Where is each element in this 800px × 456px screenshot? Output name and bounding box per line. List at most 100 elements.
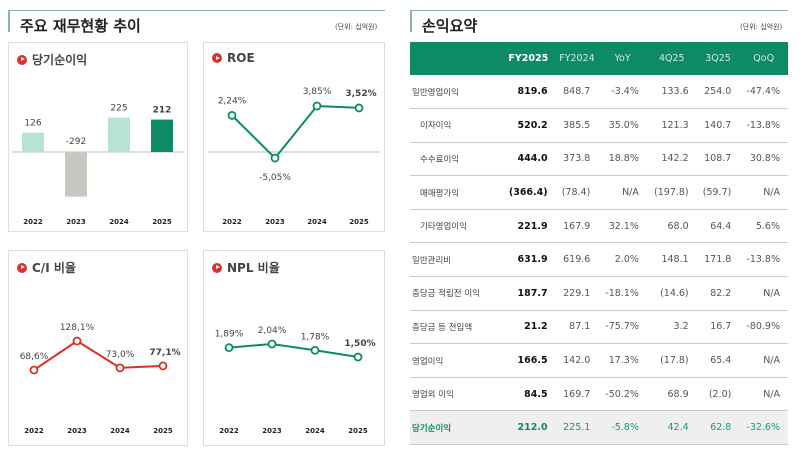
data-label: 1,89% [215, 330, 244, 340]
table-cell: N/A [739, 276, 788, 311]
play-icon [17, 262, 27, 273]
row-label: 영업이익 [410, 343, 502, 378]
table-cell: 444.0 [501, 142, 556, 177]
table-row: 매매평가익 (366.4) (78.4) N/A (197.8) (59.7) N/A [410, 175, 788, 210]
table-cell: -18.1% [598, 276, 647, 311]
column-header: FY2025 [501, 42, 556, 75]
data-point [224, 343, 234, 353]
table-cell: 68.9 [646, 377, 697, 412]
table-cell: 42.4 [646, 410, 697, 446]
year-label: 2025 [349, 218, 369, 226]
column-header: YoY [598, 42, 647, 75]
data-point [29, 365, 39, 375]
data-point [312, 101, 322, 111]
table-cell: 16.7 [696, 310, 740, 345]
row-label: 영업외 이익 [410, 377, 502, 412]
data-label: -292 [66, 137, 86, 147]
table-row: 수수료이익 444.0 373.8 18.8% 142.2 108.7 30.8% [410, 142, 788, 177]
table-row: 충당금 등 전입액 21.2 87.1 -75.7% 3.2 16.7 -80.9% [410, 310, 788, 345]
table-cell: 84.5 [501, 377, 556, 412]
year-label: 2024 [305, 427, 325, 435]
income-summary-table: FY2025 FY2024 YoY 4Q25 3Q25 QoQ 일반영업이익 819.6 84… [410, 42, 788, 446]
table-cell: 87.1 [555, 310, 599, 345]
data-label: 2,24% [218, 96, 247, 106]
table-cell: N/A [739, 343, 788, 378]
data-label: 212 [153, 106, 172, 116]
table-cell: 142.0 [555, 343, 599, 378]
year-label: 2023 [265, 218, 285, 226]
table-cell: 62.8 [696, 410, 740, 446]
year-label: 2025 [348, 427, 368, 435]
table-cell: 221.9 [501, 209, 556, 244]
table-cell: -13.8% [739, 108, 788, 143]
year-label: 2022 [219, 427, 239, 435]
data-point [227, 111, 237, 120]
table-cell: 619.6 [555, 242, 599, 278]
card-title: C/I 비율 [32, 261, 76, 275]
data-point [115, 363, 125, 373]
table-cell: (17.8) [646, 343, 697, 378]
series-line [33, 339, 164, 371]
table-cell: (59.7) [696, 175, 740, 210]
table-cell: 212.0 [501, 410, 556, 446]
table-row: 당기순이익 212.0 225.1 -5.8% 42.4 62.8 -32.6% [410, 410, 788, 446]
table-cell: -47.4% [739, 75, 788, 110]
data-label: 225 [110, 104, 127, 114]
left-unit-label: (단위: 십억원) [335, 23, 378, 31]
row-label: 일반관리비 [410, 242, 502, 278]
data-point [158, 361, 168, 371]
table-cell: 819.6 [501, 75, 556, 110]
year-label: 2023 [66, 218, 86, 226]
table-cell: 18.8% [598, 142, 647, 177]
table-cell: -5.8% [598, 410, 647, 446]
column-header: 3Q25 [696, 42, 740, 75]
table-cell: 142.2 [646, 142, 697, 177]
table-cell: -32.6% [739, 410, 788, 446]
table-cell: 169.7 [555, 377, 599, 412]
year-label: 2025 [152, 218, 172, 226]
table-cell: -13.8% [739, 242, 788, 278]
data-label: 128,1% [60, 323, 95, 333]
table-cell: 140.7 [696, 108, 740, 143]
table-cell: 385.5 [555, 108, 599, 143]
table-cell: (197.8) [646, 175, 697, 210]
table-cell: 167.9 [555, 209, 599, 244]
table-cell: N/A [739, 377, 788, 412]
row-label: 충당금 등 전입액 [410, 310, 502, 345]
card-title: NPL 비율 [227, 261, 280, 275]
table-cell: -75.7% [598, 310, 647, 345]
table-cell: 64.4 [696, 209, 740, 244]
column-header: QoQ [739, 42, 788, 75]
data-point [270, 153, 280, 163]
data-label: 2,04% [258, 326, 287, 336]
table-header-row: FY2025 FY2024 YoY 4Q25 3Q25 QoQ [410, 42, 788, 75]
table-cell: 5.6% [739, 209, 788, 244]
data-label: 3,85% [303, 87, 332, 97]
column-header: FY2024 [555, 42, 599, 75]
roe-card: ROE [203, 42, 385, 232]
table-cell: (78.4) [555, 175, 599, 210]
bar [65, 152, 87, 197]
table-cell: 3.2 [646, 310, 697, 345]
table-cell: 229.1 [555, 276, 599, 311]
left-section-title: 주요 재무현황 추이 [8, 10, 385, 35]
year-label: 2023 [67, 427, 87, 435]
data-label: 1,78% [301, 332, 330, 342]
data-point [310, 345, 320, 355]
data-label: 126 [24, 119, 41, 129]
row-label: 이자이익 [410, 108, 502, 143]
year-label: 2024 [307, 218, 327, 226]
table-cell: 848.7 [555, 75, 599, 110]
table-cell: (2.0) [696, 377, 740, 412]
column-header: 4Q25 [646, 42, 697, 75]
table-cell: 520.2 [501, 108, 556, 143]
table-row: 일반관리비 631.9 619.6 2.0% 148.1 171.8 -13.8% [410, 242, 788, 278]
play-icon [212, 262, 222, 273]
table-cell: 225.1 [555, 410, 599, 446]
right-unit-label: (단위: 십억원) [740, 23, 783, 31]
data-point [72, 336, 82, 346]
card-title: ROE [227, 51, 255, 65]
table-cell: 30.8% [739, 142, 788, 177]
table-cell: 133.6 [646, 75, 697, 110]
